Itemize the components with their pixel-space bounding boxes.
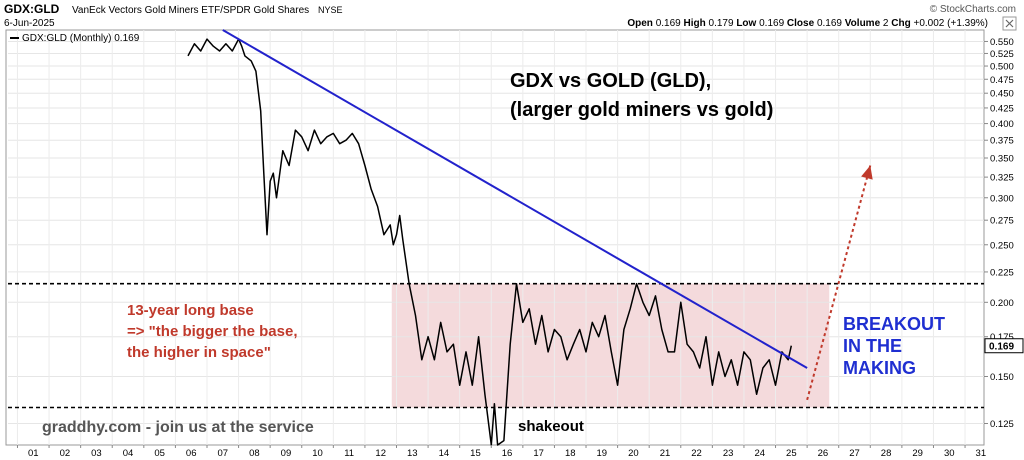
y-tick-label: 0.400 bbox=[990, 119, 1014, 130]
y-tick-label: 0.350 bbox=[990, 154, 1014, 165]
x-tick-label: 08 bbox=[249, 448, 260, 459]
y-tick-label: 0.250 bbox=[990, 240, 1014, 251]
close-label: Close bbox=[787, 18, 815, 29]
x-tick-label: 12 bbox=[375, 448, 386, 459]
x-tick-label: 16 bbox=[502, 448, 513, 459]
ohlc-readout: Open 0.169 High 0.179 Low 0.169 Close 0.… bbox=[627, 18, 988, 29]
y-tick-label: 0.550 bbox=[990, 37, 1014, 48]
x-axis: 01 02 03 04 05 06 07 08 09 10 11 12 13 14 15 16 17 18 19 20… bbox=[16, 445, 987, 459]
watermark-label: graddhy.com - join us at the service bbox=[42, 419, 314, 436]
grid-layer bbox=[8, 30, 984, 445]
x-tick-label: 11 bbox=[344, 448, 354, 459]
series-layer bbox=[187, 38, 793, 446]
x-tick-label: 05 bbox=[154, 448, 165, 459]
x-tick-label: 09 bbox=[281, 448, 292, 459]
low-label: Low bbox=[736, 18, 756, 29]
x-tick-label: 14 bbox=[439, 448, 450, 459]
high-label: High bbox=[684, 18, 706, 29]
chg-value: +0.002 (+1.39%) bbox=[914, 18, 989, 29]
brand-label: © StockCharts.com bbox=[930, 4, 1016, 15]
breakout-arrowhead bbox=[861, 165, 873, 180]
volume-value: 2 bbox=[883, 18, 889, 29]
y-tick-label: 0.325 bbox=[990, 173, 1014, 184]
x-tick-label: 24 bbox=[754, 448, 765, 459]
x-tick-label: 17 bbox=[533, 448, 544, 459]
y-tick-label: 0.225 bbox=[990, 267, 1014, 278]
x-tick-label: 02 bbox=[60, 448, 71, 459]
low-value: 0.169 bbox=[759, 18, 784, 29]
open-label: Open bbox=[627, 18, 653, 29]
overlay-layer bbox=[222, 29, 873, 401]
x-tick-label: 25 bbox=[786, 448, 797, 459]
high-value: 0.179 bbox=[709, 18, 734, 29]
x-tick-label: 20 bbox=[628, 448, 639, 459]
y-tick-label: 0.475 bbox=[990, 75, 1014, 86]
breakout-label-line1: BREAKOUT bbox=[843, 314, 945, 334]
x-tick-label: 18 bbox=[565, 448, 576, 459]
price-series-line bbox=[187, 38, 793, 446]
x-tick-label: 07 bbox=[217, 448, 228, 459]
chart-subtitle: (larger gold miners vs gold) bbox=[510, 99, 773, 121]
legend-label: GDX:GLD (Monthly) 0.169 bbox=[22, 33, 140, 44]
chg-label: Chg bbox=[891, 18, 910, 29]
base-annotation-line2: => "the bigger the base, bbox=[127, 323, 298, 340]
y-tick-label: 0.375 bbox=[990, 136, 1014, 147]
x-tick-label: 10 bbox=[312, 448, 323, 459]
exchange-label: NYSE bbox=[318, 5, 343, 15]
x-tick-label: 06 bbox=[186, 448, 197, 459]
x-tick-label: 19 bbox=[597, 448, 608, 459]
y-tick-label: 0.175 bbox=[990, 332, 1014, 343]
y-tick-label: 0.450 bbox=[990, 89, 1014, 100]
x-tick-label: 13 bbox=[407, 448, 418, 459]
x-tick-label: 03 bbox=[91, 448, 102, 459]
y-tick-label: 0.275 bbox=[990, 216, 1014, 227]
reference-lines-layer bbox=[8, 282, 984, 409]
breakout-label-line2: IN THE bbox=[843, 336, 902, 356]
base-annotation-line3: the higher in space" bbox=[127, 344, 271, 361]
breakout-label-line3: MAKING bbox=[843, 358, 916, 378]
x-tick-label: 01 bbox=[28, 448, 39, 459]
volume-label: Volume bbox=[845, 18, 881, 29]
open-value: 0.169 bbox=[656, 18, 681, 29]
x-tick-label: 15 bbox=[470, 448, 481, 459]
plot-frame bbox=[5, 29, 985, 446]
y-tick-label: 0.200 bbox=[990, 298, 1014, 309]
close-value: 0.169 bbox=[817, 18, 842, 29]
symbol-description: VanEck Vectors Gold Miners ETF/SPDR Gold… bbox=[72, 5, 309, 16]
x-tick-label: 04 bbox=[123, 448, 134, 459]
x-tick-label: 26 bbox=[818, 448, 829, 459]
x-tick-label: 27 bbox=[849, 448, 860, 459]
last-value-label: 0.169 bbox=[989, 342, 1014, 353]
x-tick-label: 31 bbox=[976, 448, 987, 459]
y-tick-label: 0.150 bbox=[990, 372, 1014, 383]
x-tick-label: 22 bbox=[691, 448, 702, 459]
y-tick-label: 0.300 bbox=[990, 193, 1014, 204]
x-tick-label: 23 bbox=[723, 448, 734, 459]
y-tick-label: 0.525 bbox=[990, 49, 1014, 60]
x-tick-label: 30 bbox=[944, 448, 955, 459]
trendline bbox=[222, 29, 808, 369]
chart-title: GDX vs GOLD (GLD), bbox=[510, 70, 711, 92]
y-tick-label: 0.425 bbox=[990, 103, 1014, 114]
y-tick-label: 0.500 bbox=[990, 62, 1014, 73]
x-tick-label: 28 bbox=[881, 448, 892, 459]
date-label: 6-Jun-2025 bbox=[4, 18, 55, 29]
shakeout-label: shakeout bbox=[518, 418, 584, 435]
y-axis: 0.125 0.150 0.175 0.200 0.225 0.250 0.275 0.300… bbox=[984, 37, 1024, 430]
last-value-tag bbox=[984, 338, 1024, 354]
y-tick-label: 0.125 bbox=[990, 419, 1014, 430]
symbol-label: GDX:GLD bbox=[4, 2, 60, 16]
base-annotation-line1: 13-year long base bbox=[127, 302, 254, 319]
x-tick-label: 21 bbox=[660, 448, 671, 459]
price-panel-toggle-icon[interactable] bbox=[1002, 16, 1017, 31]
x-tick-label: 29 bbox=[912, 448, 923, 459]
breakout-arrow bbox=[806, 165, 872, 401]
